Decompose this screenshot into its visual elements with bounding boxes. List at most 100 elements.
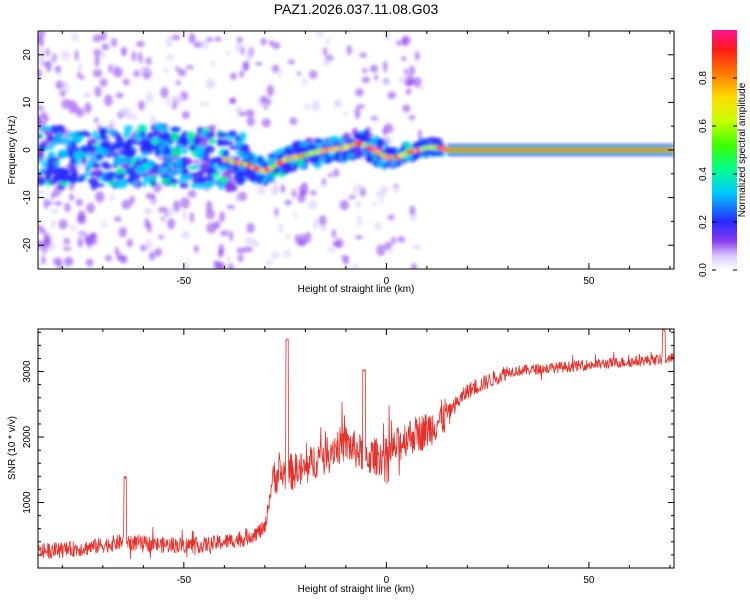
spectrogram-cell bbox=[239, 70, 245, 78]
spectrogram-cell bbox=[245, 49, 253, 62]
spectrogram-cell bbox=[387, 214, 395, 221]
spectrogram-cell bbox=[321, 177, 327, 185]
spectrogram-cell bbox=[136, 40, 145, 48]
spectrogram-cell bbox=[44, 174, 51, 182]
spectrogram-cell bbox=[50, 191, 56, 200]
spectrogram-cell bbox=[90, 180, 98, 191]
spectrogram-cell bbox=[141, 125, 147, 132]
spectrogram-cell bbox=[354, 107, 361, 119]
spectrogram-cell bbox=[65, 140, 72, 148]
spectrogram-cell bbox=[160, 216, 165, 221]
spectrogram-cell bbox=[294, 234, 299, 244]
spectrogram-y-axis-label: Frequency (Hz) bbox=[7, 116, 18, 185]
spectrogram-cell bbox=[297, 192, 306, 203]
spectrogram-cell bbox=[80, 130, 89, 137]
spectrogram-cell bbox=[239, 131, 247, 142]
spectrogram-cell bbox=[38, 115, 42, 126]
spectrogram-cell bbox=[221, 138, 229, 147]
spectrogram-cell bbox=[314, 138, 323, 144]
spectrogram-cell bbox=[135, 164, 147, 174]
spectrogram-cell bbox=[101, 43, 110, 51]
spectrogram-cell bbox=[154, 247, 163, 257]
colorbar-ticks: 0.0 0.2 0.4 0.6 0.8 bbox=[698, 71, 737, 277]
spectrogram-cell bbox=[329, 136, 335, 146]
spectrogram-cell bbox=[374, 74, 379, 81]
spectrogram-cell bbox=[123, 130, 131, 139]
spectrogram-cell bbox=[130, 157, 137, 164]
spectrogram-cell bbox=[419, 84, 425, 90]
spectrogram-y-tick-label: 20 bbox=[22, 49, 33, 61]
spectrogram-cell bbox=[174, 95, 184, 105]
spectrogram-cell bbox=[246, 222, 255, 234]
spectrogram-cell bbox=[159, 163, 170, 168]
spectrogram-cell bbox=[270, 251, 280, 260]
spectrogram-cell bbox=[265, 97, 272, 106]
spectrogram-cell bbox=[66, 132, 75, 138]
spectrogram-cell bbox=[57, 149, 69, 158]
spectrogram-cell bbox=[146, 147, 154, 155]
spectrogram-cell bbox=[205, 131, 215, 138]
spectrogram-cell bbox=[283, 249, 292, 259]
spectrogram-cell bbox=[100, 31, 107, 41]
spectrogram-cell bbox=[351, 263, 360, 269]
spectrogram-cell bbox=[168, 170, 175, 180]
spectrogram-cell bbox=[62, 81, 70, 94]
spectrogram-cell bbox=[193, 245, 199, 253]
spectrogram-cell bbox=[400, 56, 407, 61]
spectrogram-cell bbox=[182, 209, 187, 221]
spectrogram-cell bbox=[362, 67, 368, 74]
spectrogram-cell bbox=[188, 32, 196, 44]
spectrogram-cell bbox=[99, 78, 108, 87]
spectrogram-cell bbox=[114, 246, 119, 256]
spectrogram-cell bbox=[306, 144, 318, 150]
spectrogram-cell bbox=[108, 194, 116, 201]
spectrogram-cell bbox=[355, 88, 364, 97]
spectrogram-cell bbox=[308, 199, 318, 210]
spectrogram-cell bbox=[38, 34, 45, 42]
spectrogram-cell bbox=[355, 201, 362, 209]
spectrogram-cell bbox=[100, 161, 110, 166]
snr-y-tick-label: 2000 bbox=[22, 425, 33, 448]
spectrogram-cell bbox=[52, 257, 63, 266]
spectrogram-cell bbox=[234, 150, 243, 155]
spectrogram-cell bbox=[151, 163, 161, 174]
spectrogram-cell bbox=[68, 193, 75, 201]
spectrogram-cell bbox=[354, 132, 365, 140]
spectrogram-cell bbox=[206, 222, 217, 234]
spectrogram-cell bbox=[375, 138, 386, 147]
spectrogram-cell bbox=[402, 104, 411, 113]
spectrogram-cell bbox=[64, 256, 74, 267]
colorbar-tick-label: 0.8 bbox=[698, 71, 709, 85]
spectrogram-cell bbox=[100, 221, 108, 228]
spectrogram-cell bbox=[291, 189, 297, 198]
spectrogram-cell bbox=[38, 261, 41, 269]
spectrogram-cell bbox=[255, 61, 263, 66]
spectrogram-cell bbox=[101, 140, 112, 147]
spectrogram-cell bbox=[222, 149, 230, 158]
spectrogram-cell bbox=[226, 204, 236, 210]
spectrogram-x-axis-label: Height of straight line (km) bbox=[298, 284, 415, 295]
spectrogram-cell bbox=[332, 168, 340, 178]
spectrogram-cell bbox=[78, 230, 88, 240]
spectrogram-cell bbox=[139, 130, 146, 138]
snr-x-ticks: -50 0 50 bbox=[61, 329, 671, 586]
spectrogram-cell bbox=[173, 200, 181, 213]
spectrogram-cell bbox=[219, 211, 225, 223]
spectrogram-cell bbox=[205, 200, 213, 212]
spectrogram-cell bbox=[122, 78, 130, 86]
spectrogram-cell bbox=[38, 105, 45, 111]
spectrogram-cell bbox=[126, 238, 134, 248]
spectrogram-cell bbox=[160, 178, 170, 185]
spectrogram-cell bbox=[84, 170, 91, 178]
spectrogram-cell bbox=[320, 224, 327, 232]
spectrogram-cell bbox=[196, 182, 206, 189]
spectrogram-cell bbox=[287, 59, 295, 65]
spectrogram-cell bbox=[144, 208, 151, 214]
spectrogram-cell bbox=[82, 91, 92, 98]
spectrogram-cell bbox=[77, 60, 83, 73]
spectrogram-cell bbox=[293, 212, 298, 219]
spectrogram-cell bbox=[137, 100, 145, 111]
spectrogram-cell bbox=[64, 202, 71, 213]
spectrogram-cell bbox=[86, 202, 95, 214]
snr-y-ticks: 1000 2000 3000 bbox=[22, 331, 674, 556]
